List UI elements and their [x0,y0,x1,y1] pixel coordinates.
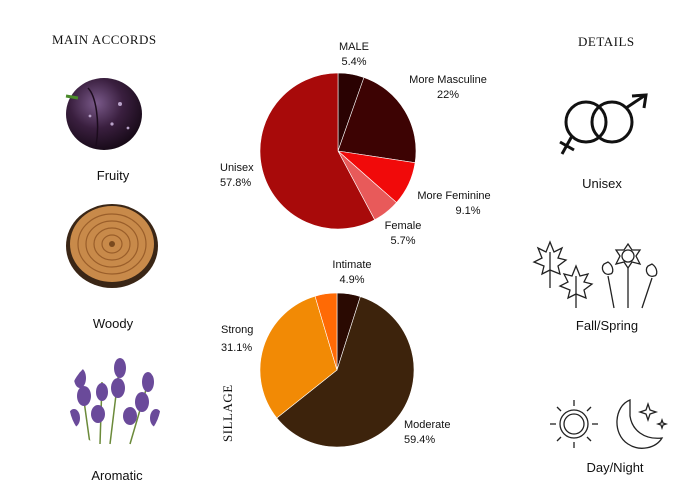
main-accords-heading: MAIN ACCORDS [52,32,157,47]
accord-label-fruity: Fruity [96,168,130,183]
pie2-label-intimate: Intimate 4.9% [332,259,372,286]
gender-slice-more-masculine [337,77,417,164]
detail-label-fall-spring: Fall/Spring [575,318,639,333]
sillage-slice-moderate [276,296,415,448]
sillage-axis-label: SILLAGE [220,384,235,442]
sillage-slice-strong [259,295,338,419]
leaves-flowers-icon [524,238,664,314]
detail-label-unisex: Unisex [582,176,622,191]
pie1-label-female: Female 5.7% [384,220,422,247]
detail-label-day-night: Day/Night [586,460,644,475]
pie1-label-male: MALE 5.4% [339,41,369,68]
pie1-label-more-feminine: More Feminine 9.1% [417,190,491,217]
pie1-label-unisex: Unisex 57.8% [220,162,254,189]
plum-icon [60,66,146,156]
gender-symbols-icon [556,92,656,160]
sillage-pie-chart [259,292,415,448]
pie2-label-strong: Strong 31.1% [221,324,254,354]
gender-pie-chart [259,72,417,230]
sillage-slice-unlabeled [314,292,338,371]
accord-label-woody: Woody [92,316,134,331]
lavender-icon [60,352,170,445]
wood-slice-icon [60,196,160,292]
gender-slice-unisex [259,72,376,230]
sun-moon-icon [544,392,672,454]
pie2-label-moderate: Moderate 59.4% [404,419,451,446]
pie1-label-more-masculine: More Masculine 22% [409,74,487,101]
details-heading: DETAILS [578,34,635,49]
accord-label-aromatic: Aromatic [91,468,143,483]
